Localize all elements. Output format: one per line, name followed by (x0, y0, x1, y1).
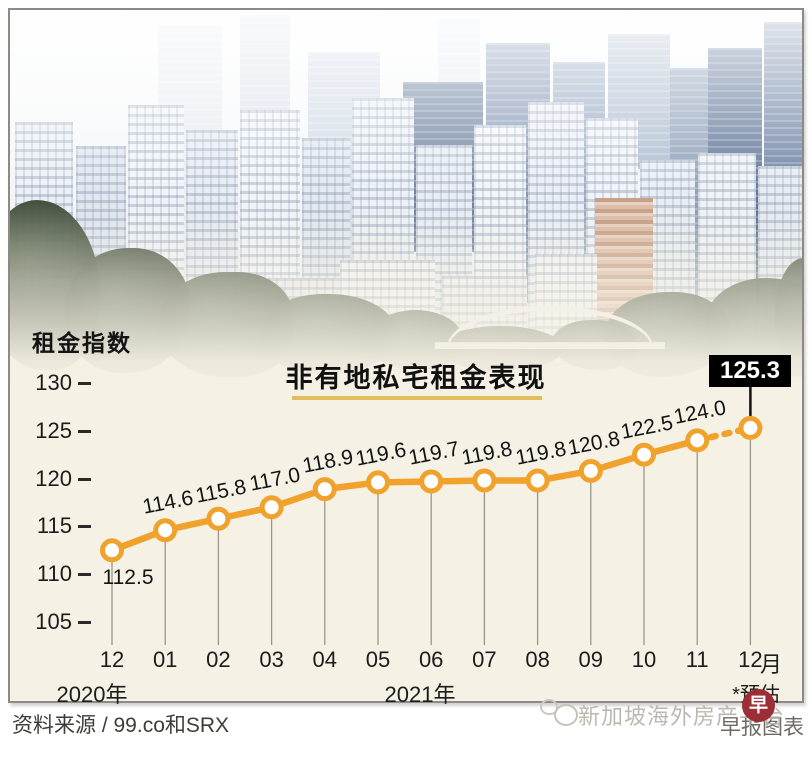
data-point-label: 119.8 (460, 436, 515, 470)
y-tick-label: 130 (35, 370, 72, 395)
cityscape-photo (10, 10, 802, 400)
x-tick-label: 03 (259, 647, 284, 672)
x-tick-label: 12 (99, 647, 125, 672)
data-point-label: 122.5 (618, 410, 675, 444)
source-line: 资料来源 / 99.co和SRX (12, 714, 230, 737)
y-tick-label: 125 (35, 417, 72, 443)
y-tick-label: 115 (36, 513, 72, 539)
y-tick-mark (78, 429, 91, 433)
photo-fade (10, 10, 802, 400)
y-tick-mark (78, 573, 91, 577)
y-tick-label: 120 (35, 465, 72, 491)
x-tick-label: 06 (418, 647, 444, 672)
data-point-label: 119.6 (353, 438, 409, 472)
y-tick-mark (78, 621, 91, 624)
x-tick-label: 07 (472, 647, 497, 672)
data-point-label: 112.5 (102, 566, 154, 590)
chart-title: 非有地私宅租金表现 (285, 363, 547, 393)
y-tick-label: 105 (35, 609, 72, 634)
y-axis-title: 租金指数 (32, 330, 132, 356)
x-tick-label: 02 (206, 647, 231, 672)
y-tick-mark (78, 382, 91, 385)
x-tick-label: 09 (578, 647, 604, 672)
x-tick-label: 11 (685, 647, 709, 672)
x-tick-label: 05 (365, 647, 391, 672)
x-tick-label: 10 (631, 647, 657, 672)
data-point-label: 120.8 (565, 427, 622, 460)
data-point-label: 119.7 (406, 437, 462, 471)
callout-latest-value: 125.3 (709, 355, 791, 387)
data-point-label: 124.0 (672, 396, 729, 430)
y-tick-mark (78, 525, 91, 529)
x-axis-unit-label: 月 (760, 652, 783, 677)
y-tick-mark (78, 477, 91, 481)
credit-label: 早报图表 (720, 716, 804, 739)
chart-frame: 租金指数 130 125 120 115 110 105 非有地私宅租金表现 112.5 1… (8, 8, 804, 707)
data-point-label: 119.8 (513, 436, 568, 470)
year-label-2020: 2020年 (56, 682, 128, 707)
data-point-label: 114.6 (140, 486, 196, 519)
zaobao-logo: 早 (742, 689, 775, 722)
year-label-2021: 2021年 (384, 682, 456, 707)
watermark-icon (554, 704, 578, 726)
x-tick-label: 04 (312, 647, 338, 672)
chart-title-underline (292, 396, 542, 400)
x-tick-label: 12 (738, 647, 763, 672)
data-point-label: 115.8 (194, 475, 249, 508)
data-point-label: 118.9 (300, 445, 355, 478)
x-tick-label: 01 (152, 647, 178, 672)
x-tick-label: 08 (525, 647, 550, 672)
data-point-label: 117.0 (247, 463, 302, 496)
y-tick-label: 110 (36, 561, 72, 587)
